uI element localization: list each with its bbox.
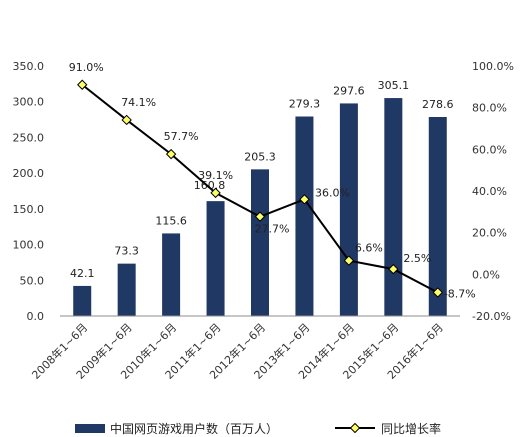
left-axis-tick-label: 300.0	[13, 96, 45, 109]
bar-value-label: 73.3	[114, 245, 139, 258]
bar-value-label: 205.3	[244, 150, 276, 163]
bar	[73, 285, 92, 316]
growth-rate-point	[165, 148, 177, 160]
bar	[428, 117, 447, 316]
left-axis-tick-label: 150.0	[13, 203, 45, 216]
growth-rate-label: 2.5%	[403, 252, 431, 265]
line-series: 91.0% 74.1% 57.7% 39.1% 27.7% 36.0% 6.6% 2.5% -8…	[69, 61, 476, 301]
right-axis-tick-label: 20.0%	[472, 227, 507, 240]
growth-rate-label: 74.1%	[121, 96, 156, 109]
growth-rate-label: 91.0%	[69, 61, 104, 74]
bar	[117, 263, 136, 316]
left-axis-tick-label: 250.0	[13, 131, 45, 144]
right-axis: -20.0% 0.0% 20.0% 40.0% 60.0% 80.0% 100.0%	[472, 60, 514, 323]
bar-value-label: 42.1	[70, 267, 95, 280]
bar-value-label: 297.6	[333, 84, 365, 97]
growth-rate-label: -8.7%	[444, 287, 476, 300]
bar-value-label: 305.1	[378, 79, 410, 92]
growth-rate-label: 27.7%	[255, 223, 290, 236]
growth-rate-label: 57.7%	[164, 130, 199, 143]
growth-rate-point	[388, 263, 399, 275]
bar	[162, 233, 181, 316]
legend-line-marker	[349, 422, 361, 434]
bar	[206, 201, 225, 316]
left-axis-tick-label: 200.0	[13, 167, 45, 180]
left-axis-tick-label: 0.0	[27, 310, 45, 323]
growth-rate-label: 39.1%	[198, 169, 233, 182]
right-axis-tick-label: 100.0%	[472, 60, 514, 73]
bar	[295, 116, 314, 316]
right-axis-tick-label: 80.0%	[472, 102, 507, 115]
left-axis-tick-label: 100.0	[13, 239, 45, 252]
growth-rate-point	[210, 187, 221, 199]
right-axis-tick-label: 0.0%	[472, 268, 500, 281]
growth-rate-point	[254, 211, 266, 222]
legend-bar-label: 中国网页游戏用户数（百万人）	[110, 421, 278, 436]
growth-rate-point	[299, 194, 310, 205]
bar-value-label: 115.6	[155, 214, 187, 227]
left-axis: 0.0 50.0 100.0 150.0 200.0 250.0 300.0 350.0	[13, 60, 45, 323]
growth-rate-label: 6.6%	[355, 242, 383, 255]
right-axis-tick-label: -20.0%	[472, 310, 511, 323]
left-axis-tick-label: 50.0	[20, 274, 45, 287]
growth-rate-point	[343, 255, 355, 266]
bar	[251, 169, 269, 316]
growth-rate-point	[121, 114, 132, 126]
growth-rate-label: 36.0%	[315, 186, 350, 199]
right-axis-tick-label: 40.0%	[472, 185, 507, 198]
bar	[339, 103, 358, 316]
growth-rate-point	[432, 287, 443, 298]
bar-value-label: 279.3	[289, 98, 321, 111]
x-axis: 2008年1~6月2009年1~6月2010年1~6月2011年1~6月2012…	[29, 315, 460, 382]
bar-series: 42.1 73.3 115.6 160.8 205.3 279.3 297.6 305.1 27…	[70, 79, 454, 316]
right-axis-tick-label: 60.0%	[472, 143, 507, 156]
bar	[384, 98, 403, 316]
legend-bar-swatch	[75, 424, 105, 433]
left-axis-tick-label: 350.0	[13, 60, 45, 73]
legend-line-label: 同比增长率	[381, 421, 441, 436]
growth-rate-point	[77, 79, 88, 90]
bar-value-label: 160.8	[194, 179, 226, 192]
bar-value-label: 278.6	[422, 98, 454, 111]
legend: 中国网页游戏用户数（百万人） 同比增长率	[75, 421, 441, 436]
